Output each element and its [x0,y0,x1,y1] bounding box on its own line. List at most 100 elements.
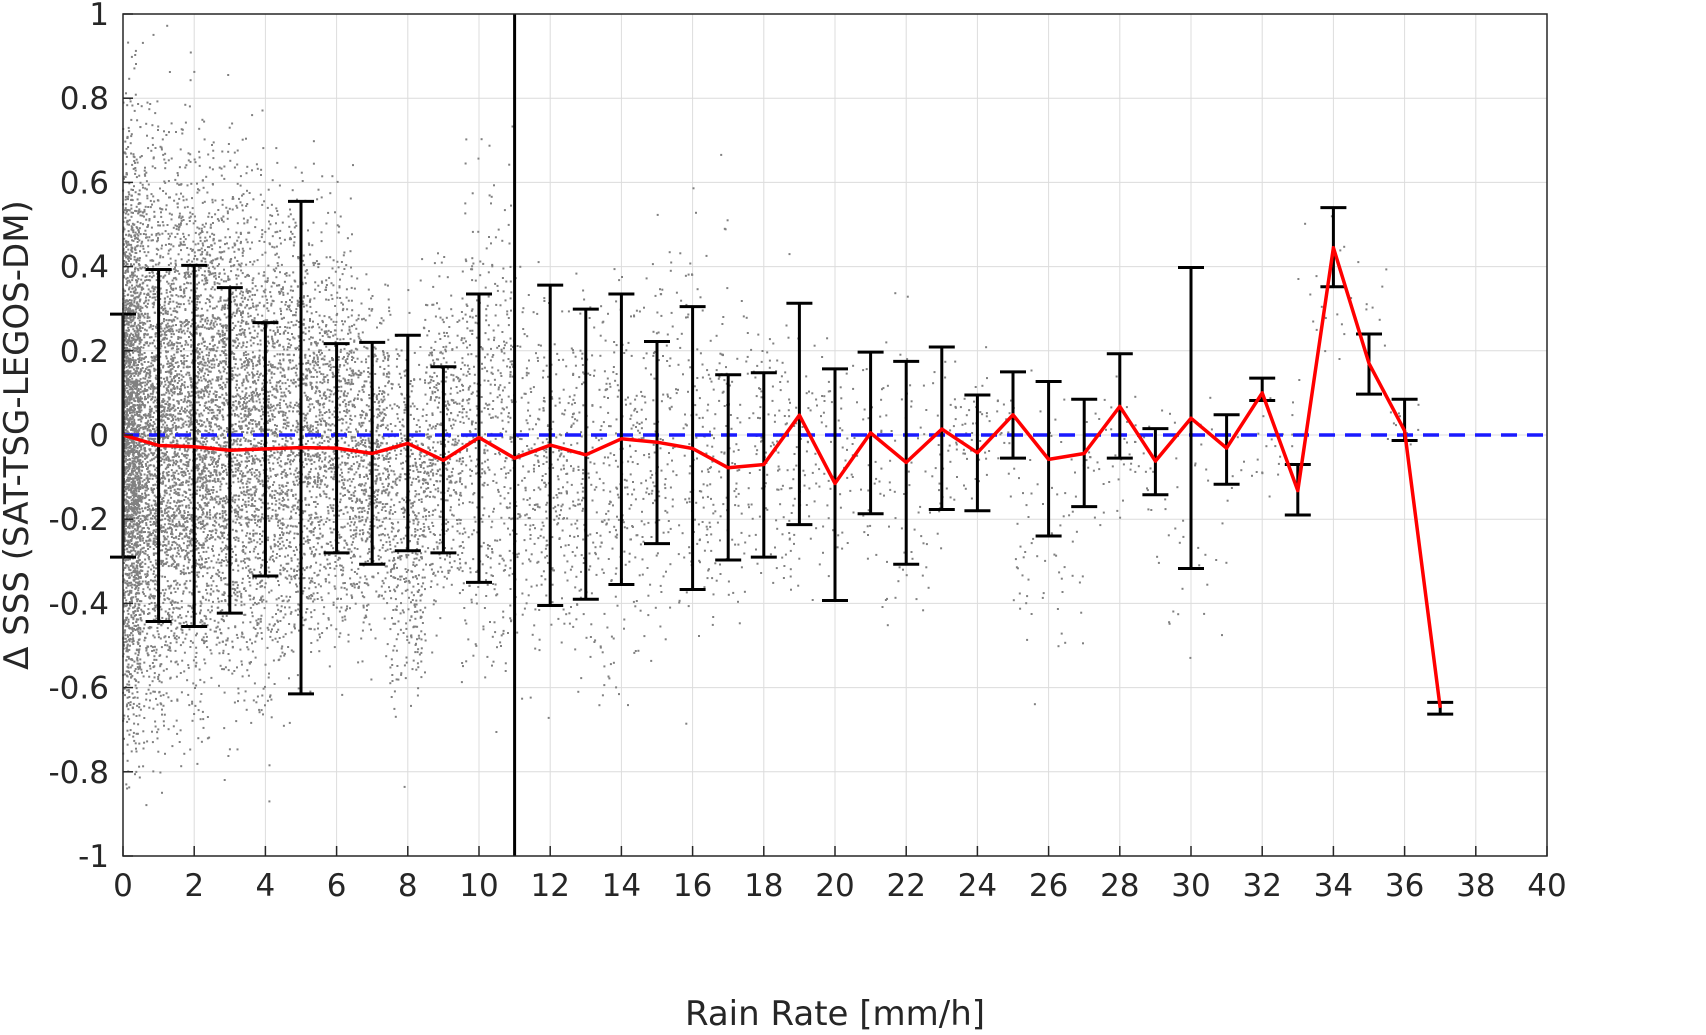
scatter-point [127,501,130,504]
scatter-point [137,411,140,413]
scatter-point [164,547,167,550]
scatter-point [147,372,150,375]
scatter-point [160,531,163,533]
scatter-point [141,539,144,542]
scatter-point [190,272,193,275]
scatter-point [201,487,204,489]
scatter-point [130,199,133,201]
scatter-point [196,540,199,542]
scatter-point [159,663,162,666]
scatter-point [152,474,155,477]
scatter-point [131,586,134,589]
scatter-point [172,300,175,303]
scatter-point [175,501,178,504]
scatter-point [148,464,151,467]
scatter-point [135,489,138,492]
scatter-point [170,584,173,587]
scatter-point [147,279,150,281]
scatter-point [165,357,168,360]
scatter-point [201,369,204,372]
scatter-point [126,689,129,692]
scatter-point [131,356,134,359]
scatter-point [126,643,129,646]
scatter-point [175,193,178,196]
scatter-point [140,566,143,568]
scatter-point [136,564,139,567]
scatter-point [153,440,156,443]
scatter-point [139,233,142,236]
scatter-point [208,361,211,364]
scatter-point [201,250,204,253]
scatter-point [138,706,141,709]
scatter-point [159,384,162,387]
scatter-point [163,158,166,161]
scatter-point [135,618,138,621]
scatter-point [204,257,207,260]
scatter-point [150,226,153,229]
scatter-point [124,254,127,256]
scatter-point [183,490,186,493]
scatter-point [124,212,127,215]
scatter-point [125,375,128,378]
scatter-point [165,553,168,556]
scatter-point [129,319,132,322]
scatter-point [138,407,141,410]
scatter-point [163,454,166,457]
scatter-point [171,330,174,333]
scatter-point [157,129,159,131]
scatter-point [168,270,171,273]
scatter-point [193,70,196,73]
scatter-point [125,92,127,95]
scatter-point [129,303,132,306]
scatter-point [133,451,136,454]
scatter-point [182,348,185,350]
scatter-point [139,476,142,479]
scatter-point [127,702,130,704]
scatter-point [149,545,152,548]
scatter-point [134,602,137,605]
scatter-point [147,531,150,534]
scatter-point [164,484,167,487]
scatter-point [206,534,209,536]
scatter-point [180,350,182,353]
scatter-point [174,178,177,181]
scatter-point [180,600,183,603]
scatter-point [125,516,128,519]
scatter-point [130,530,133,533]
scatter-point [169,235,171,238]
scatter-point [173,511,176,514]
scatter-point [133,696,136,699]
scatter-point [160,215,163,218]
scatter-point [127,670,130,673]
scatter-point [138,632,140,635]
scatter-point [141,306,144,309]
scatter-point [133,381,136,384]
scatter-point [122,558,125,561]
scatter-point [156,240,159,243]
scatter-point [150,385,153,388]
scatter-point [194,243,197,246]
scatter-point [168,328,170,331]
scatter-point [125,412,128,414]
scatter-point [166,527,169,530]
scatter-point [207,267,210,270]
scatter-point [127,248,130,251]
scatter-point [137,396,140,399]
scatter-point [123,455,126,458]
scatter-point [164,435,167,438]
scatter-point [172,426,175,429]
scatter-point [125,502,128,505]
scatter-point [166,409,169,412]
scatter-point [160,464,163,466]
scatter-point [142,592,145,595]
scatter-point [175,528,178,531]
scatter-point [166,627,169,630]
scatter-point [135,372,137,375]
scatter-point [195,612,198,615]
scatter-point [138,702,141,705]
scatter-point [189,384,192,387]
scatter-point [207,408,210,411]
scatter-point [209,464,212,466]
scatter-point [145,329,148,332]
scatter-point [124,309,127,312]
